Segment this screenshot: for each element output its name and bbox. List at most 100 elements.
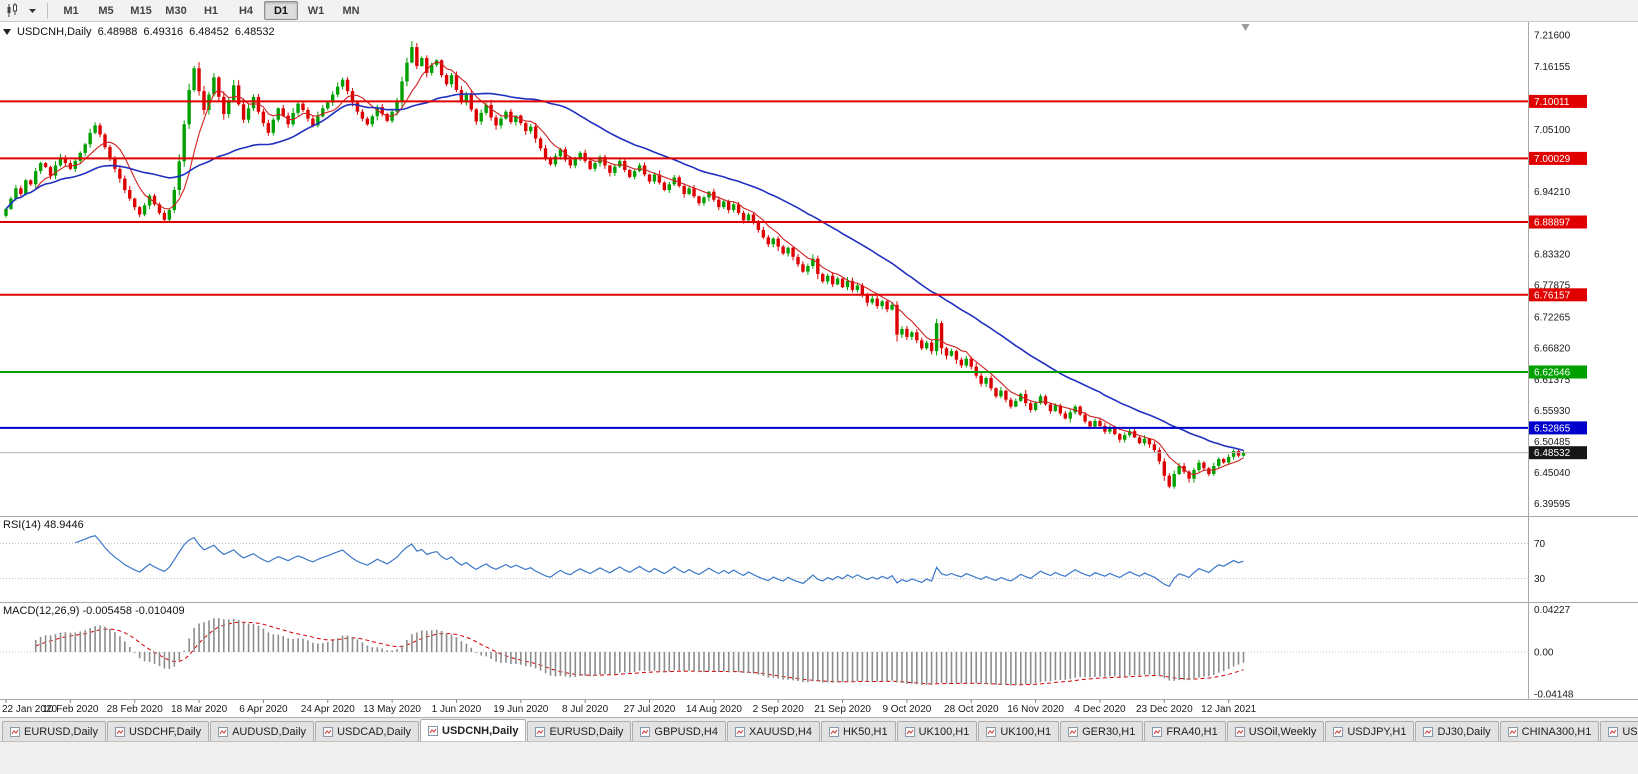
timeframe-button-m1[interactable]: M1 <box>63 4 79 17</box>
svg-text:6.62646: 6.62646 <box>1534 368 1571 379</box>
tab-label: GER30,H1 <box>1082 725 1136 738</box>
svg-text:6.72265: 6.72265 <box>1534 313 1571 324</box>
level-lines-layer[interactable] <box>0 100 1528 429</box>
svg-text:28 Feb 2020: 28 Feb 2020 <box>107 704 164 715</box>
chart-tab-eurusd-daily[interactable]: EURUSD,Daily <box>527 721 632 741</box>
chart-thumbnail-icon <box>1068 726 1079 737</box>
svg-text:2 Sep 2020: 2 Sep 2020 <box>753 704 805 715</box>
timeframe-button-m30[interactable]: M30 <box>165 4 187 17</box>
candles-layer[interactable] <box>4 41 1246 489</box>
tab-label: XAUUSD,H4 <box>748 725 812 738</box>
svg-text:6 Apr 2020: 6 Apr 2020 <box>239 704 288 715</box>
chart-region: 7.21600 7.16155 7.05100 6.94210 6.83320 6.778… <box>0 22 1638 717</box>
svg-text:70: 70 <box>1534 539 1546 550</box>
tab-label: CHINA300,H1 <box>1521 725 1592 738</box>
price-axis[interactable]: 7.21600 7.16155 7.05100 6.94210 6.83320 6.778… <box>1529 31 1587 511</box>
svg-text:16 Nov 2020: 16 Nov 2020 <box>1007 704 1064 715</box>
svg-text:6.52865: 6.52865 <box>1534 423 1571 434</box>
chart-thumbnail-icon <box>428 725 439 736</box>
svg-text:23 Dec 2020: 23 Dec 2020 <box>1136 704 1193 715</box>
chart-tab-eurusd-daily[interactable]: EURUSD,Daily <box>2 721 106 741</box>
timeframe-button-w1[interactable]: W1 <box>307 4 325 17</box>
svg-text:6.45040: 6.45040 <box>1534 468 1571 479</box>
macd-histogram <box>34 618 1245 686</box>
chart-thumbnail-icon <box>218 726 229 737</box>
chart-thumbnail-icon <box>1333 726 1344 737</box>
svg-text:6.94210: 6.94210 <box>1534 187 1571 198</box>
chart-thumbnail-icon <box>1152 726 1163 737</box>
timeframe-button-d1[interactable]: D1 <box>264 1 298 20</box>
svg-text:10 Feb 2020: 10 Feb 2020 <box>42 704 99 715</box>
svg-text:13 May 2020: 13 May 2020 <box>363 704 421 715</box>
chart-tab-ger30-h1[interactable]: GER30,H1 <box>1060 721 1144 741</box>
chart-tab-fra40-h1[interactable]: FRA40,H1 <box>1144 721 1226 741</box>
timeframe-button-h4[interactable]: H4 <box>238 4 254 17</box>
rsi-line <box>75 535 1244 588</box>
chart-tab-usoil-weekly[interactable]: USOil,Weekly <box>1226 721 1325 741</box>
svg-text:21 Sep 2020: 21 Sep 2020 <box>814 704 871 715</box>
candlestick-chart-icon[interactable] <box>3 2 21 20</box>
chart-tab-hk50-h1[interactable]: HK50,H1 <box>820 721 896 741</box>
chart-canvas[interactable]: 7.21600 7.16155 7.05100 6.94210 6.83320 6.778… <box>0 22 1638 717</box>
pane-separators <box>0 22 1638 700</box>
chart-thumbnail-icon <box>986 726 997 737</box>
chart-thumbnail-icon <box>1423 726 1434 737</box>
chart-thumbnail-icon <box>323 726 334 737</box>
tab-label: USDJPY,H1 <box>1347 725 1407 738</box>
svg-text:7.16155: 7.16155 <box>1534 62 1571 73</box>
chart-dropdown-icon[interactable] <box>23 2 41 20</box>
svg-text:0.00: 0.00 <box>1534 648 1554 659</box>
chart-tab-uk100-h1[interactable]: UK100,H1 <box>978 721 1060 741</box>
tab-label: GBPUSD,H4 <box>654 725 718 738</box>
chart-tab-usdjpy-h1[interactable]: USDJPY,H1 <box>1325 721 1415 741</box>
ma-slow-line <box>5 92 1244 452</box>
svg-text:6.50485: 6.50485 <box>1534 437 1571 448</box>
chart-tab-uk100-h1[interactable]: UK100,H1 <box>896 721 978 741</box>
timeframe-toolbar: M1 M5 M15 M30 H1 H4 D1 W1 MN <box>0 0 1638 22</box>
svg-text:8 Jul 2020: 8 Jul 2020 <box>562 704 609 715</box>
svg-text:6.39595: 6.39595 <box>1534 499 1571 510</box>
svg-text:6.83320: 6.83320 <box>1534 249 1571 260</box>
timeframe-button-group: M1 M5 M15 M30 H1 H4 D1 W1 MN <box>54 1 368 20</box>
svg-text:6.48532: 6.48532 <box>1534 448 1571 459</box>
svg-text:19 Jun 2020: 19 Jun 2020 <box>493 704 548 715</box>
macd-signal-line <box>35 621 1244 686</box>
svg-text:6.66820: 6.66820 <box>1534 344 1571 355</box>
chart-tab-gbpusd-h4[interactable]: GBPUSD,H4 <box>632 721 726 741</box>
svg-text:6.55930: 6.55930 <box>1534 406 1571 417</box>
chart-tab-usdcnh-daily[interactable]: USDCNH,Daily <box>420 719 527 741</box>
timeframe-button-mn[interactable]: MN <box>342 4 360 17</box>
timeframe-button-m5[interactable]: M5 <box>98 4 114 17</box>
tab-label: USOil,Weekly <box>1248 725 1317 738</box>
svg-text:4 Dec 2020: 4 Dec 2020 <box>1074 704 1126 715</box>
svg-text:6.88897: 6.88897 <box>1534 218 1571 229</box>
chart-thumbnail-icon <box>734 726 745 737</box>
rsi-pane[interactable]: 70 30 <box>0 535 1546 588</box>
chart-thumbnail-icon <box>828 726 839 737</box>
ma-fast-line <box>5 61 1244 476</box>
timeframe-button-m15[interactable]: M15 <box>130 4 152 17</box>
chart-tab-china300-h1[interactable]: CHINA300,H1 <box>1499 721 1600 741</box>
svg-text:28 Oct 2020: 28 Oct 2020 <box>944 704 999 715</box>
chart-thumbnail-icon <box>904 726 915 737</box>
chart-tab-audusd-daily[interactable]: AUDUSD,Daily <box>210 721 315 741</box>
tab-label: FRA40,H1 <box>1166 725 1218 738</box>
chart-tabs: EURUSD,Daily USDCHF,Daily AUDUSD,Daily USDC… <box>0 717 1638 741</box>
svg-text:6.77875: 6.77875 <box>1534 281 1571 292</box>
chart-tab-usdcad-daily[interactable]: USDCAD,Daily <box>315 721 420 741</box>
chart-tab-usoil-h1[interactable]: USOil,H1 <box>1600 721 1638 741</box>
tab-label: EURUSD,Daily <box>24 725 98 738</box>
chart-tab-dj30-daily[interactable]: DJ30,Daily <box>1415 721 1499 741</box>
chart-thumbnail-icon <box>640 726 651 737</box>
chart-tab-xauusd-h4[interactable]: XAUUSD,H4 <box>726 721 820 741</box>
timeframe-button-h1[interactable]: H1 <box>203 4 219 17</box>
chart-shift-marker[interactable] <box>1241 24 1250 31</box>
macd-pane[interactable]: 0.04227 0.00 -0.04148 <box>0 605 1574 701</box>
svg-text:1 Jun 2020: 1 Jun 2020 <box>432 704 482 715</box>
svg-text:7.10011: 7.10011 <box>1534 97 1570 108</box>
chart-tab-usdchf-daily[interactable]: USDCHF,Daily <box>106 721 210 741</box>
chart-thumbnail-icon <box>1234 726 1245 737</box>
tab-label: DJ30,Daily <box>1437 725 1491 738</box>
